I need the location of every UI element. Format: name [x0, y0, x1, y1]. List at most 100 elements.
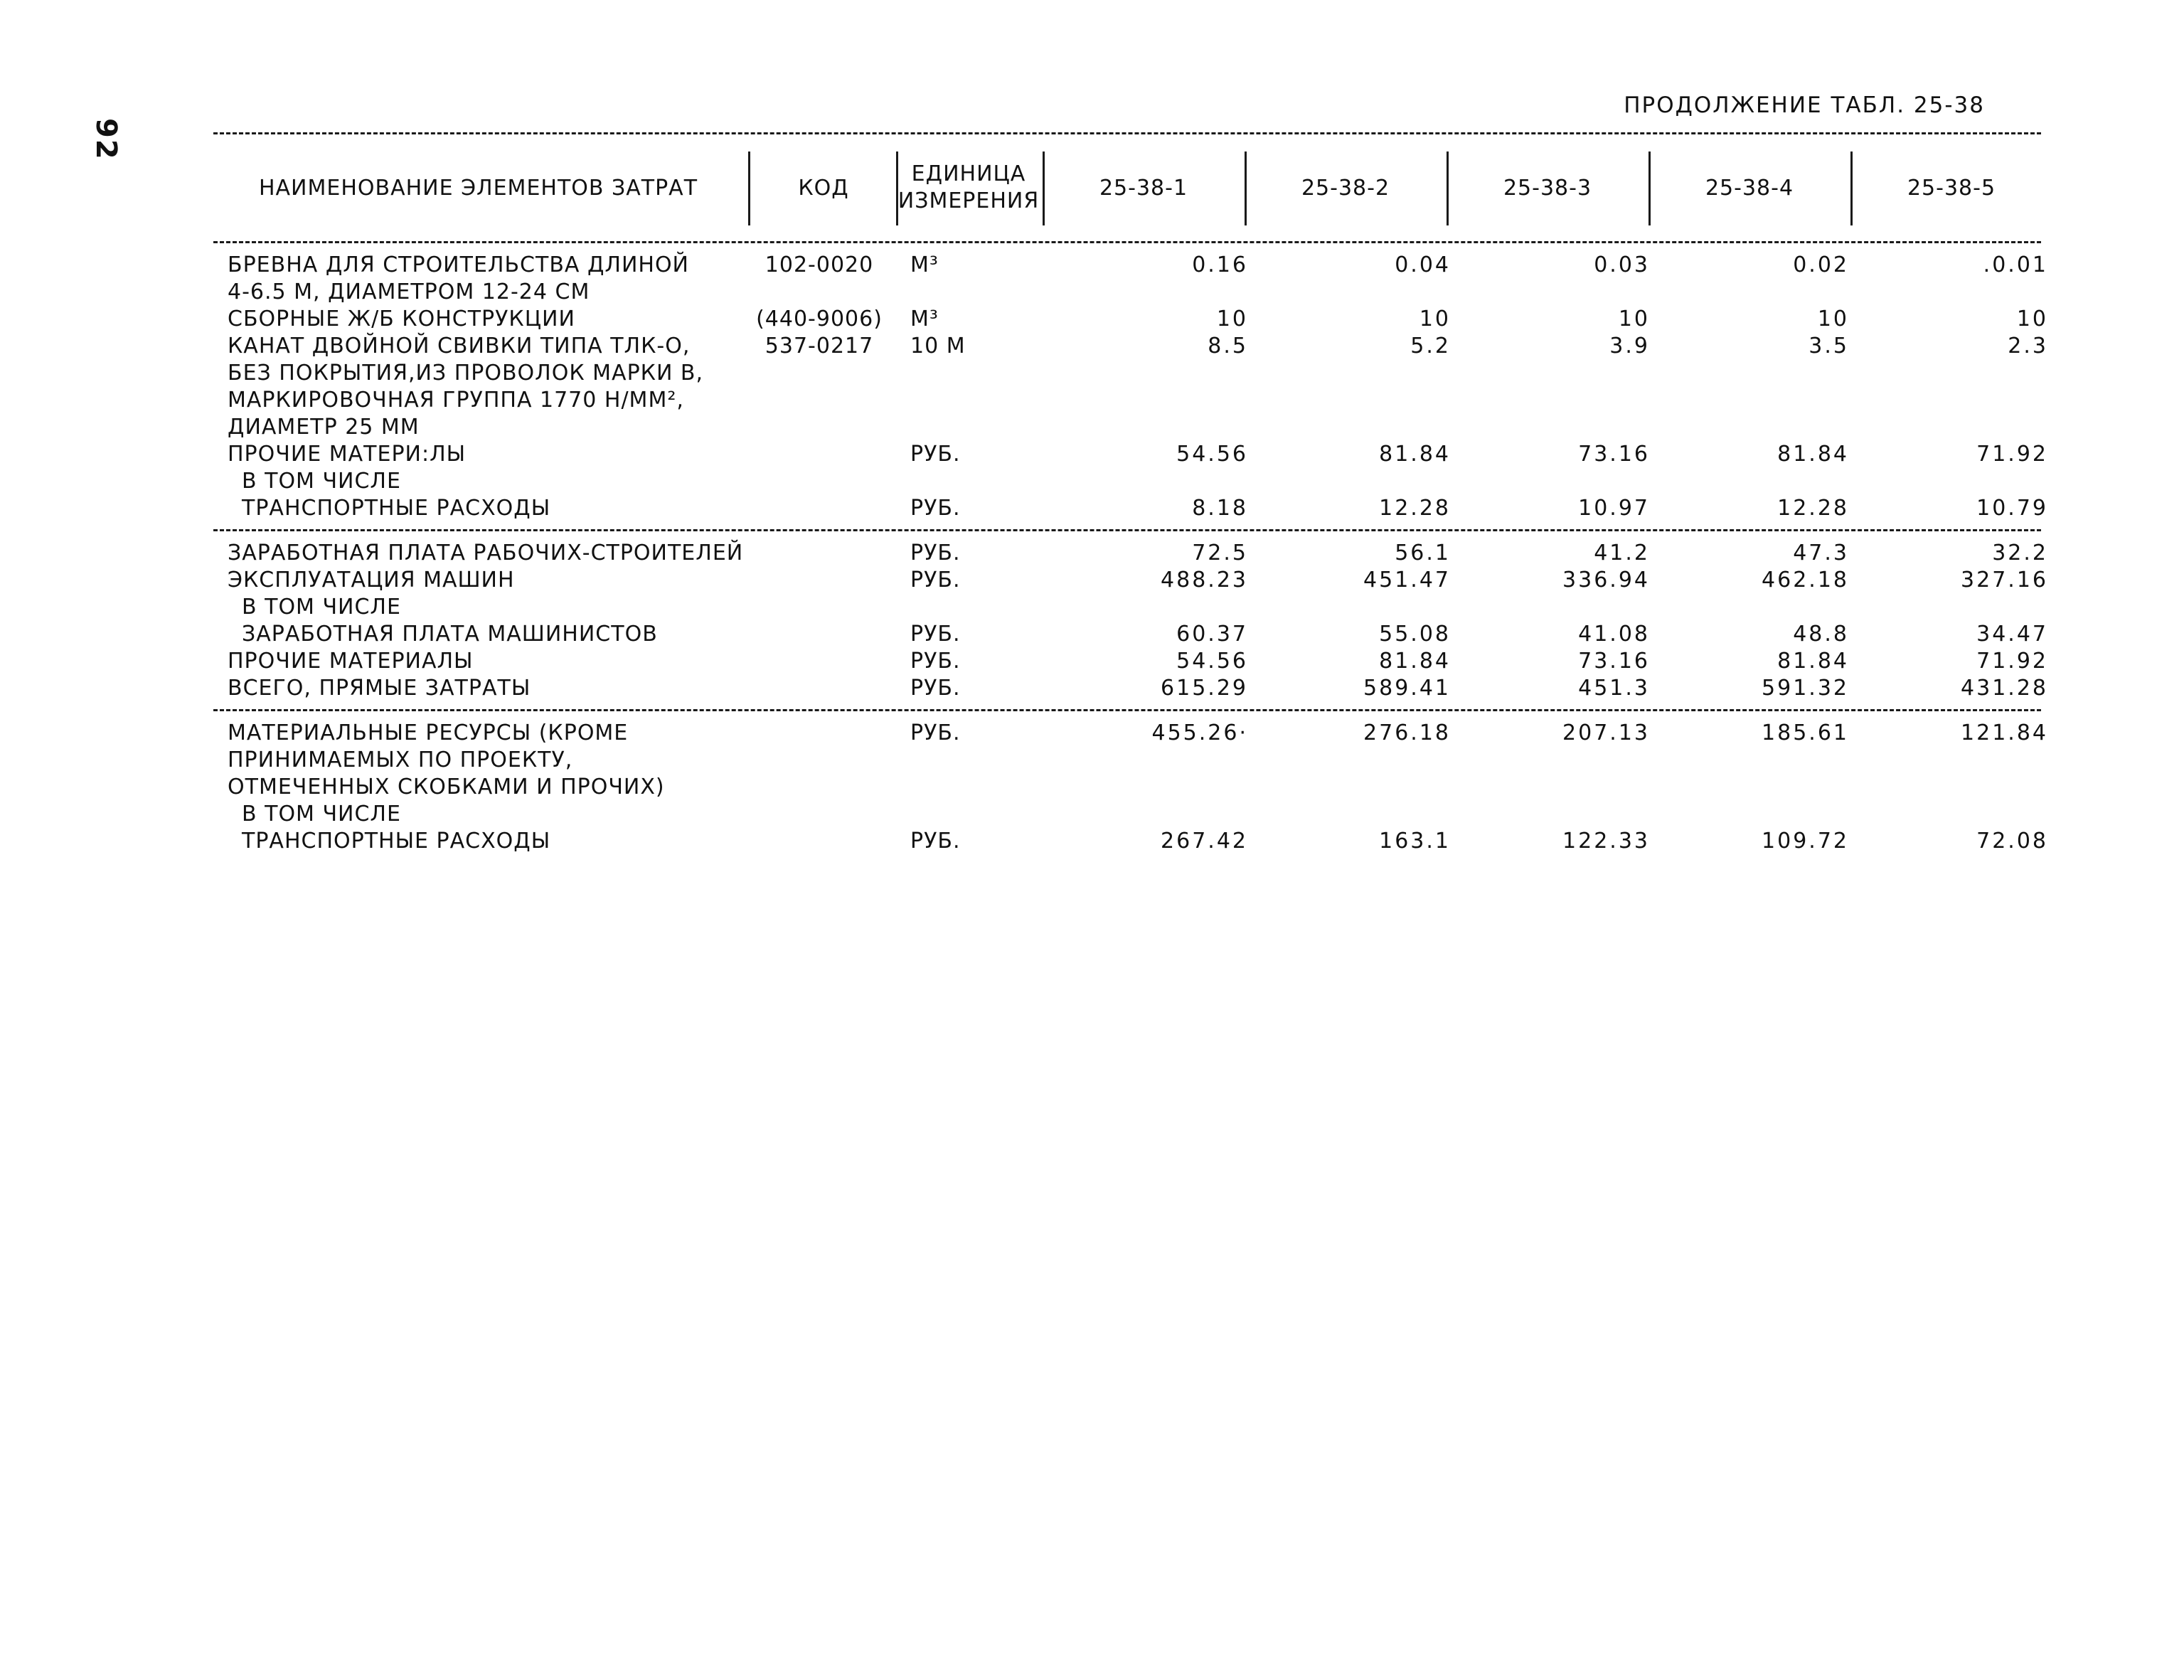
row-value-5: 71.92 — [1976, 442, 2048, 467]
table-row: ВСЕГО, ПРЯМЫЕ ЗАТРАТЫ РУБ. 615.29 589.41 451… — [213, 675, 2046, 702]
row-value-3: 122.33 — [1562, 829, 1650, 854]
row-unit: 10 М — [910, 334, 966, 358]
row-unit: РУБ. — [910, 568, 961, 592]
row-value-1: 8.5 — [1208, 334, 1248, 358]
table-row: ТРАНСПОРТНЫЕ РАСХОДЫ РУБ. 267.42 163.1 122.3… — [213, 828, 2046, 855]
header-col-4: 25-38-4 — [1705, 175, 1794, 201]
row-unit: РУБ. — [910, 676, 961, 701]
header-divider — [1043, 151, 1045, 225]
table-body: БРЕВНА ДЛЯ СТРОИТЕЛЬСТВА ДЛИНОЙ 102-0020 М… — [213, 243, 2046, 862]
table-row: КАНАТ ДВОЙНОЙ СВИВКИ ТИПА ТЛК-О, 537-0217… — [213, 333, 2046, 360]
row-value-1: 455.26· — [1151, 721, 1248, 745]
row-value-3: 3.9 — [1609, 334, 1650, 358]
table-row: ПРОЧИЕ МАТЕРИАЛЫ РУБ. 54.56 81.84 73.16 81.84… — [213, 648, 2046, 675]
continuation-title: ПРОДОЛЖЕНИЕ ТАБЛ. 25-38 — [1624, 92, 1985, 118]
row-value-3: 451.3 — [1578, 676, 1650, 701]
row-value-5: 10.79 — [1976, 496, 2048, 521]
table-row: БЕЗ ПОКРЫТИЯ,ИЗ ПРОВОЛОК МАРКИ В, — [213, 360, 2041, 387]
table-row: ОТМЕЧЕННЫХ СКОБКАМИ И ПРОЧИХ) — [213, 774, 2041, 801]
table-section: БРЕВНА ДЛЯ СТРОИТЕЛЬСТВА ДЛИНОЙ 102-0020 М… — [213, 243, 2046, 529]
row-unit: РУБ. — [910, 496, 961, 521]
row-unit: РУБ. — [910, 541, 961, 565]
row-value-3: 73.16 — [1578, 442, 1650, 467]
row-value-4: 12.28 — [1777, 496, 1849, 521]
row-value-2: 163.1 — [1379, 829, 1451, 854]
row-value-1: 54.56 — [1176, 442, 1248, 467]
row-name: МАТЕРИАЛЬНЫЕ РЕСУРСЫ (КРОМЕ — [228, 721, 629, 745]
row-name: ПРОЧИЕ МАТЕРИ:ЛЫ — [228, 442, 467, 467]
row-value-2: 56.1 — [1395, 541, 1451, 565]
row-name: ТРАНСПОРТНЫЕ РАСХОДЫ — [242, 829, 551, 854]
header-bottom-rule — [213, 241, 2041, 243]
row-value-4: 591.32 — [1762, 676, 1849, 701]
row-code: 537-0217 — [765, 334, 874, 358]
row-value-5: 121.84 — [1961, 721, 2048, 745]
row-value-2: 81.84 — [1379, 649, 1451, 674]
row-name: В ТОМ ЧИСЛЕ — [242, 469, 401, 494]
row-value-4: 0.02 — [1793, 252, 1849, 277]
header-unit-line1: ЕДИНИЦА — [911, 161, 1026, 186]
row-value-1: 10 — [1216, 307, 1248, 331]
row-value-4: 81.84 — [1777, 442, 1849, 467]
row-value-4: 185.61 — [1762, 721, 1849, 745]
row-value-4: 10 — [1817, 307, 1849, 331]
table-row: ПРОЧИЕ МАТЕРИ:ЛЫ РУБ. 54.56 81.84 73.16 81.84… — [213, 441, 2046, 468]
row-name: БРЕВНА ДЛЯ СТРОИТЕЛЬСТВА ДЛИНОЙ — [228, 252, 690, 277]
cost-table: НАИМЕНОВАНИЕ ЭЛЕМЕНТОВ ЗАТРАТ КОД ЕДИНИЦ… — [213, 132, 2046, 862]
row-unit: РУБ. — [910, 649, 961, 674]
row-value-3: 41.2 — [1594, 541, 1650, 565]
row-name: ОТМЕЧЕННЫХ СКОБКАМИ И ПРОЧИХ) — [228, 775, 665, 799]
row-value-2: 81.84 — [1379, 442, 1451, 467]
header-divider — [1648, 151, 1651, 225]
table-header: НАИМЕНОВАНИЕ ЭЛЕМЕНТОВ ЗАТРАТ КОД ЕДИНИЦ… — [213, 134, 2041, 241]
row-value-5: 34.47 — [1976, 622, 2048, 647]
header-code: КОД — [798, 175, 849, 201]
header-col-2: 25-38-2 — [1301, 175, 1390, 201]
row-unit: М³ — [910, 252, 939, 277]
header-divider — [1245, 151, 1247, 225]
row-name: ЭКСПЛУАТАЦИЯ МАШИН — [228, 568, 515, 592]
row-unit: М³ — [910, 307, 939, 331]
header-name: НАИМЕНОВАНИЕ ЭЛЕМЕНТОВ ЗАТРАТ — [258, 175, 698, 201]
row-unit: РУБ. — [910, 622, 961, 647]
row-value-2: 12.28 — [1379, 496, 1451, 521]
row-value-3: 0.03 — [1594, 252, 1650, 277]
header-unit: ЕДИНИЦА ИЗМЕРЕНИЯ — [897, 134, 1040, 241]
table-row: ЗАРАБОТНАЯ ПЛАТА МАШИНИСТОВ РУБ. 60.37 55.0… — [213, 621, 2046, 648]
row-value-5: 32.2 — [1992, 541, 2048, 565]
row-value-2: 55.08 — [1379, 622, 1451, 647]
row-value-4: 48.8 — [1793, 622, 1849, 647]
row-value-3: 336.94 — [1562, 568, 1650, 592]
row-value-4: 81.84 — [1777, 649, 1849, 674]
section-rule — [213, 709, 2041, 711]
row-value-1: 8.18 — [1192, 496, 1248, 521]
page-number: 92 — [90, 118, 122, 161]
row-value-2: 10 — [1419, 307, 1451, 331]
table-row: ЭКСПЛУАТАЦИЯ МАШИН РУБ. 488.23 451.47 336.94… — [213, 567, 2046, 594]
row-value-5: .0.01 — [1983, 252, 2048, 277]
table-row: В ТОМ ЧИСЛЕ — [213, 594, 2041, 621]
row-value-4: 462.18 — [1762, 568, 1849, 592]
header-col-1: 25-38-1 — [1099, 175, 1188, 201]
row-unit: РУБ. — [910, 721, 961, 745]
row-value-2: 5.2 — [1410, 334, 1451, 358]
row-value-2: 589.41 — [1363, 676, 1451, 701]
table-row: ПРИНИМАЕМЫХ ПО ПРОЕКТУ, — [213, 747, 2041, 774]
table-section: ЗАРАБОТНАЯ ПЛАТА РАБОЧИХ-СТРОИТЕЛЕЙ РУБ. 7… — [213, 531, 2046, 709]
row-value-5: 431.28 — [1961, 676, 2048, 701]
row-value-4: 3.5 — [1809, 334, 1849, 358]
header-divider — [1447, 151, 1449, 225]
row-code: (440-9006) — [756, 307, 883, 331]
row-name: КАНАТ ДВОЙНОЙ СВИВКИ ТИПА ТЛК-О, — [228, 334, 691, 358]
row-value-2: 276.18 — [1363, 721, 1451, 745]
row-value-1: 54.56 — [1176, 649, 1248, 674]
row-name: ТРАНСПОРТНЫЕ РАСХОДЫ — [242, 496, 551, 521]
row-unit: РУБ. — [910, 442, 961, 467]
table-row: В ТОМ ЧИСЛЕ — [213, 801, 2041, 828]
header-unit-line2: ИЗМЕРЕНИЯ — [897, 188, 1040, 213]
row-value-2: 0.04 — [1395, 252, 1451, 277]
row-value-2: 451.47 — [1363, 568, 1451, 592]
row-name: В ТОМ ЧИСЛЕ — [242, 802, 401, 826]
row-name: 4-6.5 М, ДИАМЕТРОМ 12-24 СМ — [228, 280, 590, 304]
table-row: ЗАРАБОТНАЯ ПЛАТА РАБОЧИХ-СТРОИТЕЛЕЙ РУБ. 7… — [213, 540, 2046, 567]
